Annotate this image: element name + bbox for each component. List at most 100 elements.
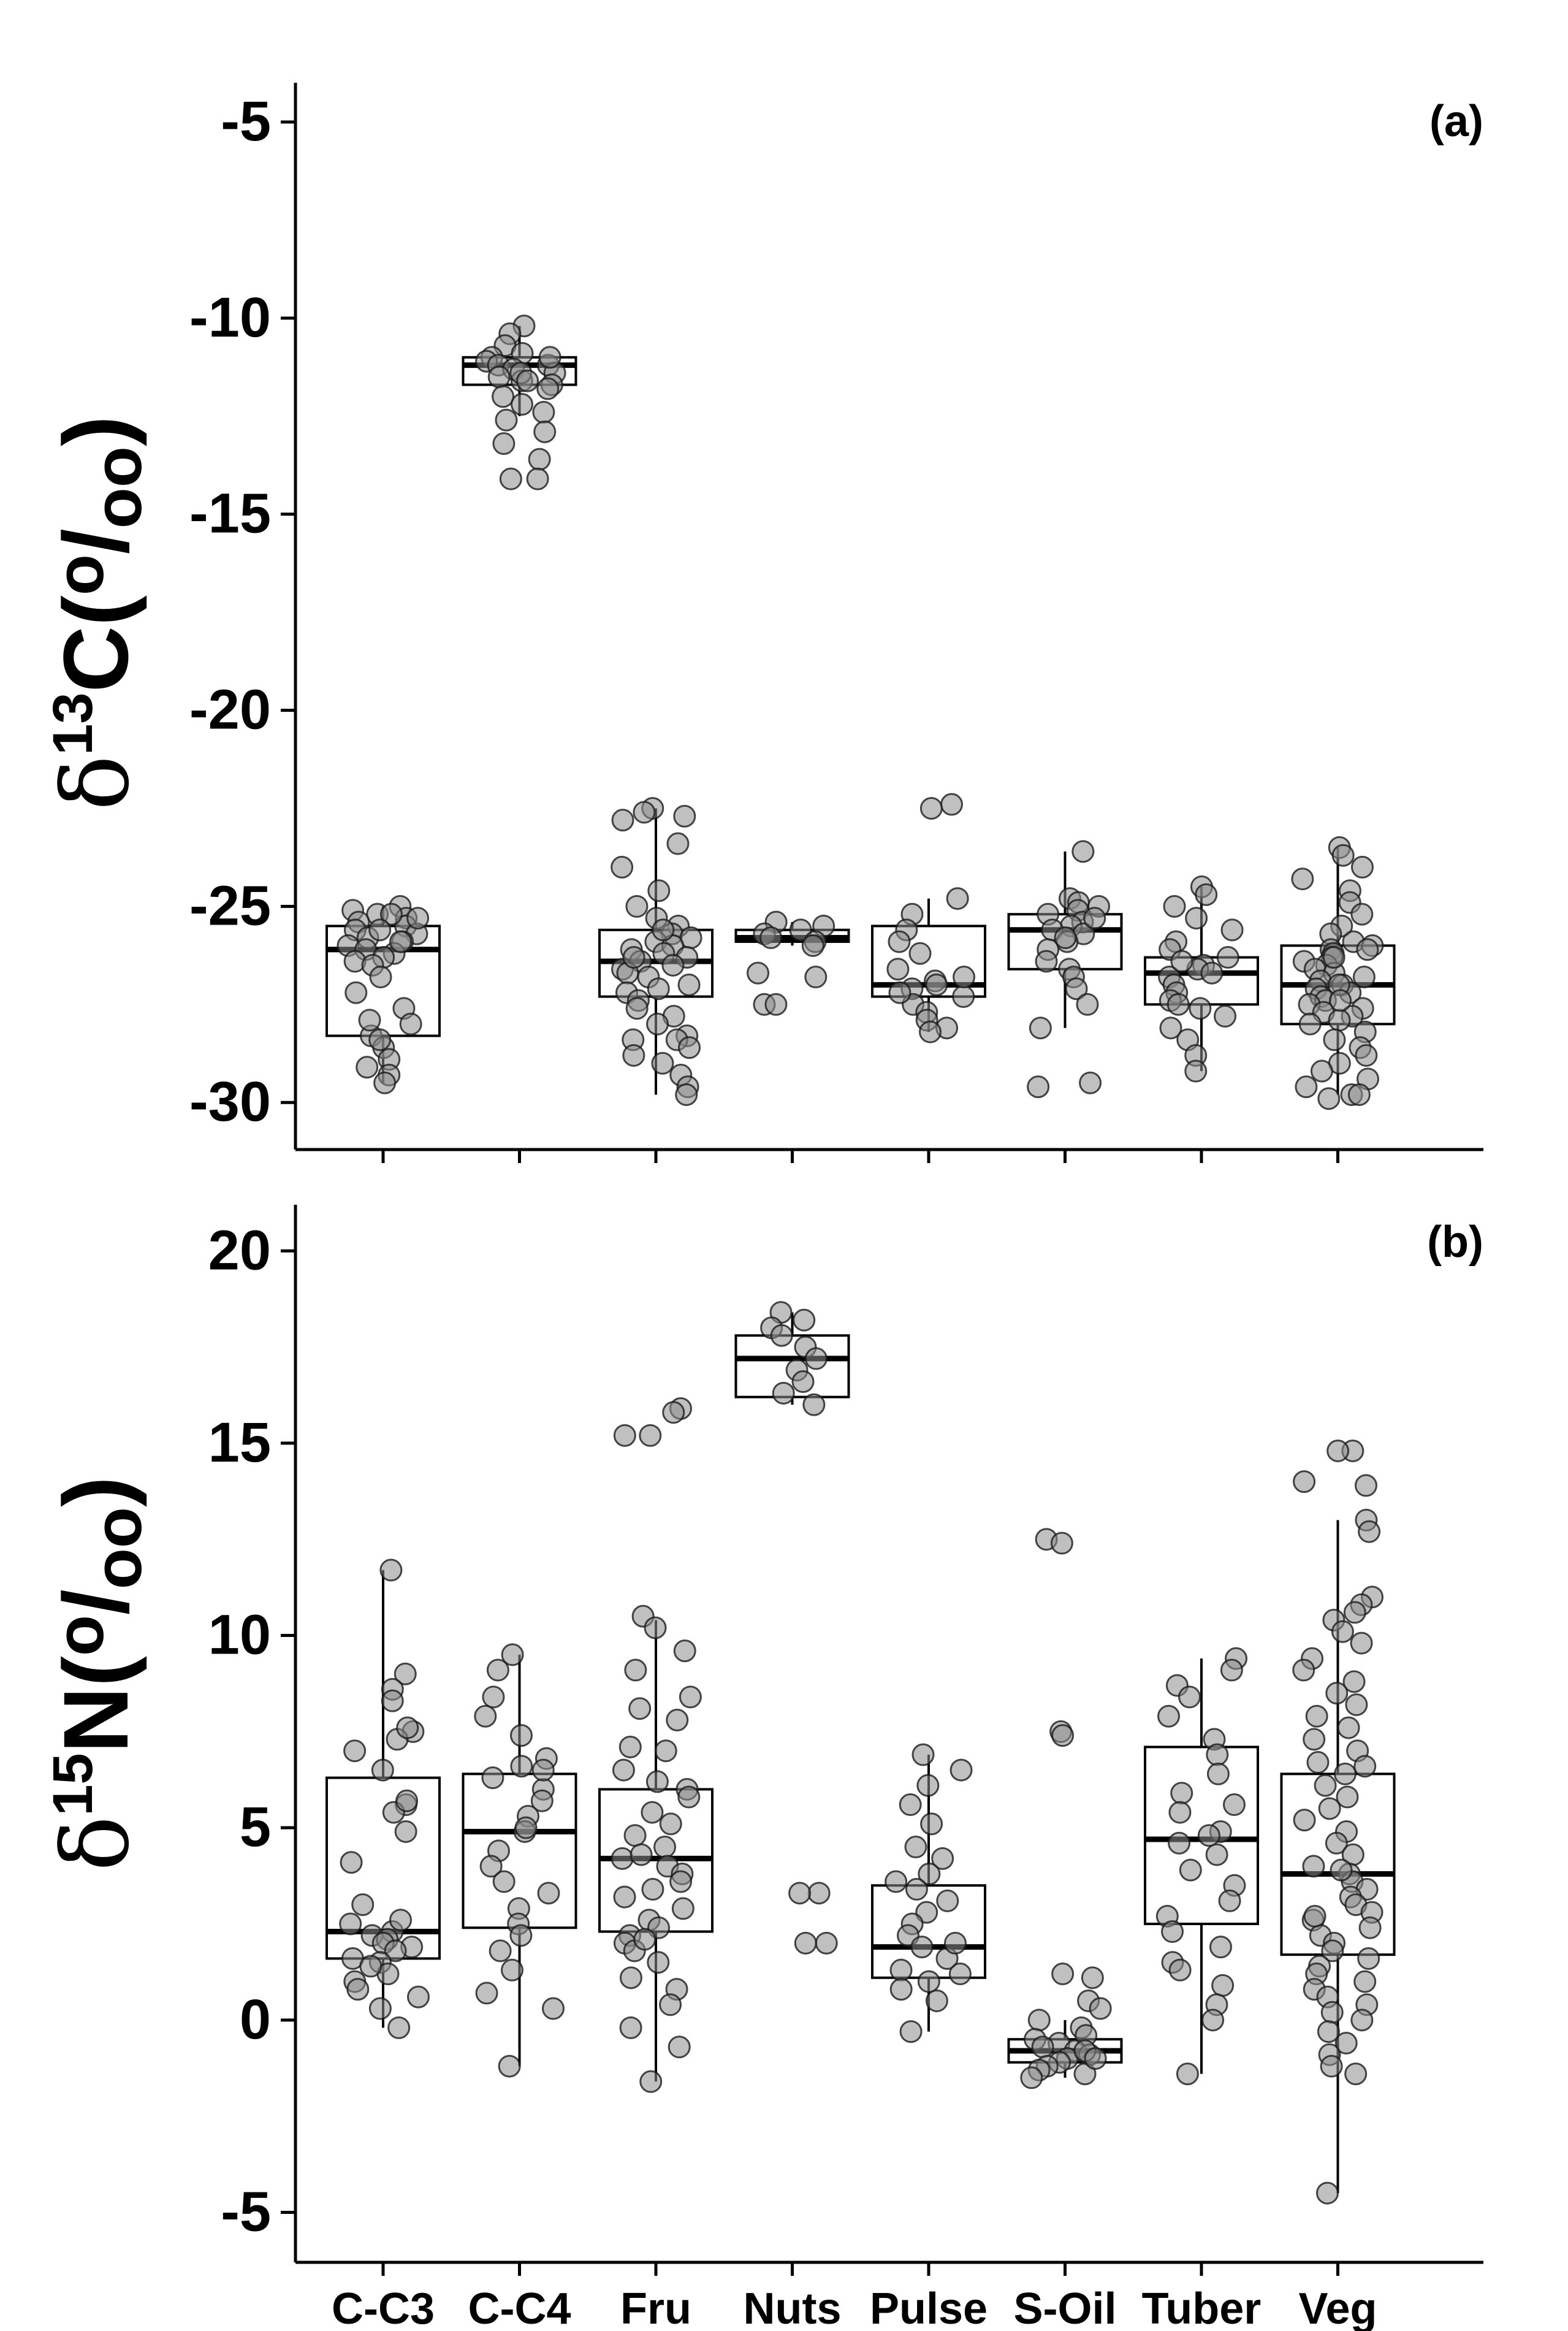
panel-b-data-point (1084, 2047, 1107, 2070)
panel-a-data-point (528, 448, 551, 471)
panel-a-data-point (675, 1083, 698, 1106)
panel-a-data-point (487, 365, 511, 389)
panel-b-data-point (911, 1743, 935, 1766)
panel-a-data-point (1170, 950, 1193, 973)
panel-b-data-point (1353, 1970, 1377, 1993)
panel-a-data-point (533, 420, 557, 443)
panel-b-data-point (1201, 2009, 1225, 2032)
panel-b-data-point (1206, 1762, 1230, 1785)
panel-b-data-point (613, 1424, 636, 1447)
y-label-b-close-paren: ) (44, 1476, 147, 1507)
panel-b-data-point (1325, 1831, 1348, 1855)
panel-b-data-point (489, 1939, 512, 1963)
svg-text:δ13C(o/oo): δ13C(o/oo) (42, 416, 156, 811)
panel-a-data-point (1355, 1043, 1378, 1067)
panel-b-data-point (899, 1793, 922, 1817)
panel-b-data-point (531, 1758, 555, 1782)
panel-b-data-point (339, 1912, 362, 1936)
panel-b-data-point (479, 1855, 503, 1878)
panel-b-data-point (920, 1812, 943, 1836)
y-label-a-permil-slash: / (44, 528, 147, 554)
panel-b-data-point (618, 1735, 642, 1758)
panel-b-data-point (395, 1789, 419, 1812)
panel-b-data-point (1179, 1858, 1202, 1882)
panel-a-data-point (625, 997, 649, 1020)
panel-b-data-point (1293, 1809, 1316, 1832)
panel-b-data-point (1305, 1704, 1328, 1728)
panel-b-data-point (346, 1978, 370, 2001)
panel-a-data-point (1216, 946, 1239, 969)
panel-b-data-point (669, 1870, 693, 1893)
panel-b-data-point (387, 2016, 411, 2039)
panel-a-data-point (1071, 840, 1095, 863)
panel-a-data-point (673, 804, 696, 828)
panel-a-data-point (789, 918, 812, 942)
panel-b-data-point (654, 1739, 677, 1763)
panel-b-data-point (925, 1989, 948, 2012)
panel-b-data-point (905, 1878, 928, 1901)
panel-b-data-point (1081, 1966, 1104, 1990)
panel-b-data-point (510, 1755, 533, 1778)
panel-a-data-point (888, 981, 911, 1004)
panel-b-data-point (1031, 2035, 1054, 2059)
panel-b-data-point (668, 2035, 691, 2059)
panel-a-data-point (1189, 997, 1212, 1020)
panel-a-data-point (1163, 895, 1186, 918)
panel-b-data-point (619, 1966, 642, 1990)
panel-b-data-point (1168, 1958, 1192, 1982)
svg-text:δ15N(o/oo): δ15N(o/oo) (42, 1476, 156, 1871)
panel-b-data-point (815, 1931, 838, 1955)
panel-a-data-point (1200, 961, 1224, 985)
panel-b-data-point (1089, 1997, 1112, 2020)
panel-b-data-point (1318, 1797, 1341, 1820)
panel-b-data-point (624, 1658, 647, 1682)
panel-a-data-point (379, 902, 403, 926)
panel-b-data-point (662, 1401, 685, 1424)
panel-a-data-point (801, 934, 824, 957)
panel-b-data-point (1350, 2009, 1374, 2032)
y-label-a-element: C (44, 626, 147, 692)
panel-a-data-point (953, 966, 976, 989)
panel-b-data-point (1197, 1824, 1220, 1847)
panel-b-data-point (1357, 1947, 1380, 1970)
panel-b-data-point (1051, 1963, 1075, 1986)
panel-b-data-point (1306, 1751, 1330, 1774)
panel-b-data-point (1333, 1762, 1357, 1785)
panel-b-data-point (406, 1985, 430, 2009)
y-label-b-permil-numerator: o (42, 1615, 118, 1656)
panel-b-data-point (943, 1931, 967, 1955)
panel-a-data-point (368, 1028, 392, 1051)
panel-a-data-point (677, 973, 701, 996)
y-label-b-element: N (44, 1687, 147, 1753)
panel-a-y-tick-label: -25 (189, 874, 271, 937)
panel-b-data-point (1206, 1743, 1229, 1766)
panel-b-data-point (671, 1897, 695, 1920)
panel-a-data-point (647, 977, 670, 1001)
panel-b-data-point (1303, 1904, 1326, 1928)
panel-a-data-point (406, 907, 430, 930)
panel-a-data-point (356, 1056, 379, 1079)
panel-b-data-point (500, 1958, 523, 1982)
panel-b-data-point (889, 1978, 913, 2001)
panel-b-data-point (677, 1785, 701, 1809)
panel-a-data-point (886, 958, 910, 981)
panel-a-data-point (646, 1012, 669, 1036)
panel-b-data-point (910, 1936, 934, 1959)
panel-a-data-point (611, 855, 634, 879)
panel-b-y-axis-label: δ15N(o/oo) (42, 1476, 156, 1871)
panel-b-data-point (1211, 1974, 1235, 1997)
panel-a-data-point (925, 973, 948, 996)
panel-b-data-point (481, 1766, 504, 1790)
panel-b-data-point (1353, 1755, 1377, 1778)
panel-b-data-point (613, 1885, 636, 1909)
panel-b-data-point (1293, 1470, 1316, 1494)
panel-a-data-point (499, 467, 522, 490)
panel-a-data-point (1035, 950, 1058, 973)
panel-a-data-point (536, 377, 560, 400)
panel-b-data-point (1220, 1658, 1243, 1682)
panel-a-data-point (1184, 1059, 1208, 1083)
panel-b-data-point (916, 1774, 940, 1797)
x-axis-category-label: Nuts (744, 2284, 842, 2331)
panel-b-data-point (639, 2070, 663, 2093)
